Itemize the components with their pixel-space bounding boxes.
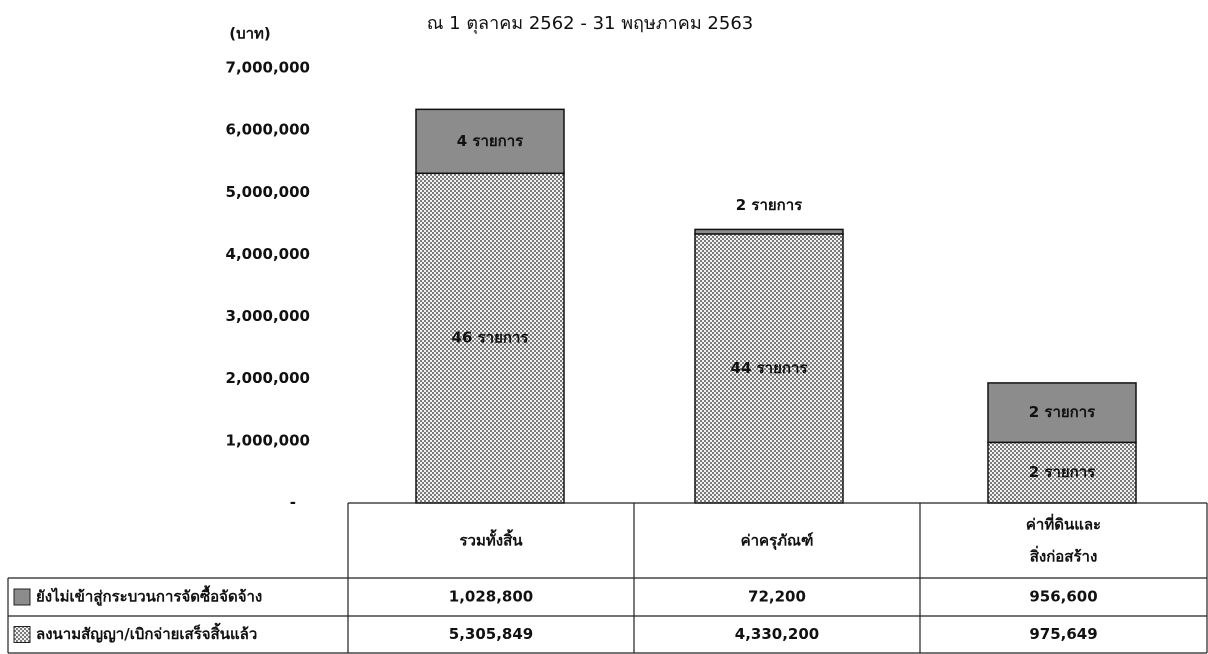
item-label: 4 รายการ	[457, 132, 524, 150]
table-header: ค่าครุภัณฑ์	[741, 531, 814, 550]
item-label: 2 รายการ	[1029, 403, 1096, 421]
table-header: ค่าที่ดินและสิ่งก่อสร้าง	[1026, 513, 1101, 565]
y-tick-label: 3,000,000	[226, 307, 310, 325]
header-line: สิ่งก่อสร้าง	[1030, 545, 1098, 565]
legend-swatch	[13, 626, 31, 643]
legend-label: ลงนามสัญญา/เบิกจ่ายเสร็จสิ้นแล้ว	[36, 622, 257, 643]
bar-segment	[987, 382, 1137, 444]
chart-title: ณ 1 ตุลาคม 2562 - 31 พฤษภาคม 2563	[427, 13, 753, 34]
bar-segment	[987, 441, 1137, 504]
header-line: รวมทั้งสิ้น	[460, 528, 524, 549]
header-line: ค่าที่ดินและ	[1026, 513, 1101, 533]
table-value: 975,649	[1029, 625, 1097, 643]
item-label: 46 รายการ	[452, 329, 530, 347]
table-header: รวมทั้งสิ้น	[460, 528, 524, 549]
y-tick-label: 2,000,000	[226, 369, 310, 387]
item-label: 2 รายการ	[1029, 463, 1096, 481]
bar-segment	[694, 228, 844, 235]
y-tick-label: 1,000,000	[226, 431, 310, 449]
bar-segment	[415, 108, 565, 175]
y-tick-label: -	[290, 494, 296, 512]
y-tick-label: 5,000,000	[226, 183, 310, 201]
y-tick-label: 4,000,000	[226, 245, 310, 263]
legend-swatch	[13, 588, 31, 606]
item-label: 2 รายการ	[736, 196, 803, 214]
y-axis-label: (บาท)	[229, 25, 271, 43]
table-value: 4,330,200	[735, 625, 819, 643]
table-value: 956,600	[1029, 588, 1097, 606]
item-label: 44 รายการ	[731, 359, 809, 377]
bar-segment	[415, 172, 565, 504]
legend-label: ยังไม่เข้าสู่กระบวนการจัดซื้อจัดจ้าง	[36, 585, 262, 607]
y-tick-label: 7,000,000	[226, 59, 310, 77]
header-line: ค่าครุภัณฑ์	[741, 531, 814, 550]
table-value: 1,028,800	[449, 588, 533, 606]
y-tick-label: 6,000,000	[226, 121, 310, 139]
table-value: 72,200	[748, 588, 806, 606]
table-value: 5,305,849	[449, 625, 533, 643]
